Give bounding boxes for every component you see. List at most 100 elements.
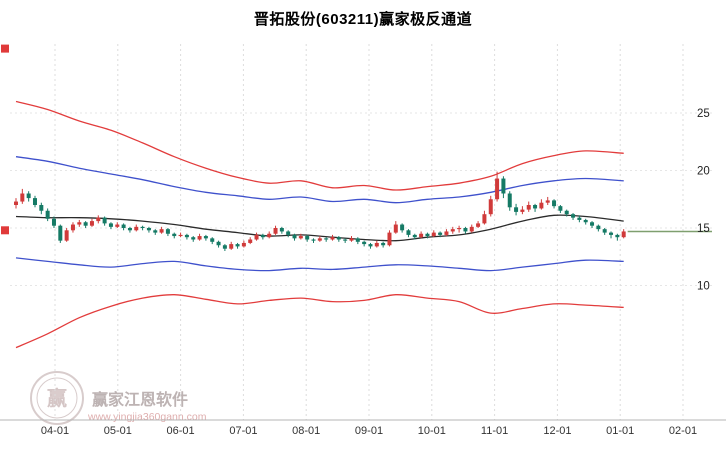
candle-body	[558, 206, 563, 211]
candles-layer	[14, 171, 626, 251]
candle-body	[77, 222, 82, 225]
candle-body	[349, 238, 354, 241]
lines-layer	[15, 100, 624, 349]
candle-body	[20, 193, 25, 202]
candle-body	[260, 234, 265, 238]
candle-body	[412, 234, 417, 238]
candle-body	[140, 226, 145, 228]
candle-body	[514, 207, 519, 212]
y-tick-label: 20	[697, 166, 710, 178]
x-tick-label: 09-01	[355, 425, 383, 437]
candle-body	[273, 228, 278, 234]
x-tick-label: 11-01	[481, 425, 508, 437]
x-tick-label: 12-01	[543, 425, 571, 437]
candle-body	[286, 231, 291, 235]
candle-body	[476, 223, 481, 227]
candle-body	[381, 242, 386, 246]
candle-body	[58, 225, 63, 241]
candle-body	[343, 239, 348, 241]
candle-body	[520, 209, 525, 212]
candle-body	[178, 234, 183, 237]
candle-body	[501, 178, 506, 194]
candle-body	[121, 224, 126, 228]
candle-body	[305, 236, 310, 240]
candle-body	[45, 210, 50, 219]
brand-name: 赢家江恩软件	[92, 390, 188, 409]
candle-body	[355, 238, 360, 242]
candle-body	[564, 210, 569, 215]
x-tick-label: 04-01	[41, 425, 69, 437]
candle-body	[134, 226, 139, 231]
candle-body	[184, 234, 189, 238]
markers-layer	[1, 44, 9, 235]
axis-marker	[1, 44, 9, 53]
candle-body	[444, 231, 449, 235]
candle-body	[51, 218, 56, 226]
candle-body	[279, 228, 284, 232]
candle-body	[368, 244, 373, 247]
candle-body	[317, 238, 322, 241]
candle-body	[83, 222, 88, 226]
candle-body	[539, 202, 544, 209]
candle-body	[533, 205, 538, 209]
x-tick-label: 07-01	[229, 425, 257, 437]
candle-body	[267, 233, 272, 238]
candle-body	[393, 224, 398, 233]
candle-body	[172, 233, 177, 237]
candle-body	[216, 241, 221, 246]
candle-body	[248, 239, 253, 243]
candle-body	[254, 234, 259, 240]
candle-body	[102, 217, 107, 224]
candle-body	[108, 223, 113, 227]
candle-body	[203, 236, 208, 239]
candle-body	[330, 237, 335, 240]
chart-title: 晋拓股份(603211)赢家极反通道	[253, 11, 473, 28]
candle-body	[115, 224, 120, 227]
lower-channel-red-line	[15, 294, 624, 349]
candle-body	[39, 205, 44, 211]
candle-body	[89, 221, 94, 226]
candle-body	[146, 228, 151, 231]
axis-marker	[1, 226, 9, 235]
brand-logo-icon	[30, 371, 84, 425]
candle-body	[526, 205, 531, 210]
candle-body	[596, 225, 601, 230]
candle-body	[229, 244, 234, 249]
candle-body	[362, 241, 367, 245]
x-tick-label: 06-01	[167, 425, 195, 437]
candle-body	[336, 237, 341, 240]
candle-body	[583, 219, 588, 223]
x-tick-label: 05-01	[104, 425, 132, 437]
candle-body	[159, 229, 164, 233]
candle-body	[197, 236, 202, 240]
candle-body	[235, 244, 240, 247]
candle-body	[507, 193, 512, 208]
brand-logo-character: 赢	[47, 386, 67, 410]
candle-body	[298, 236, 303, 239]
candle-body	[469, 226, 474, 232]
candle-body	[153, 230, 158, 233]
candle-body	[457, 228, 462, 230]
candle-body	[621, 231, 626, 238]
candle-body	[374, 242, 379, 247]
candle-body	[463, 228, 468, 232]
candle-body	[431, 232, 436, 237]
brand-watermark: 赢 赢家江恩软件 www.yingjia360gann.com	[30, 371, 207, 425]
candle-body	[292, 234, 297, 239]
y-tick-label: 25	[697, 108, 710, 120]
middle-black-line	[15, 214, 624, 242]
candle-body	[450, 229, 455, 232]
candle-body	[406, 230, 411, 235]
grid-layer	[10, 44, 712, 420]
candle-body	[438, 232, 443, 235]
candle-body	[70, 224, 75, 231]
candle-body	[495, 178, 500, 200]
brand-logo-inner-ring	[36, 377, 78, 419]
y-tick-label: 10	[697, 281, 710, 293]
axis-layer: 25 20 15 10 04-01 05-01 06-01 07-01 08-01 09-01 10…	[0, 108, 726, 437]
x-tick-label: 02-01	[669, 425, 697, 437]
candle-body	[400, 224, 405, 231]
candle-body	[14, 201, 18, 205]
candle-body	[26, 193, 31, 199]
